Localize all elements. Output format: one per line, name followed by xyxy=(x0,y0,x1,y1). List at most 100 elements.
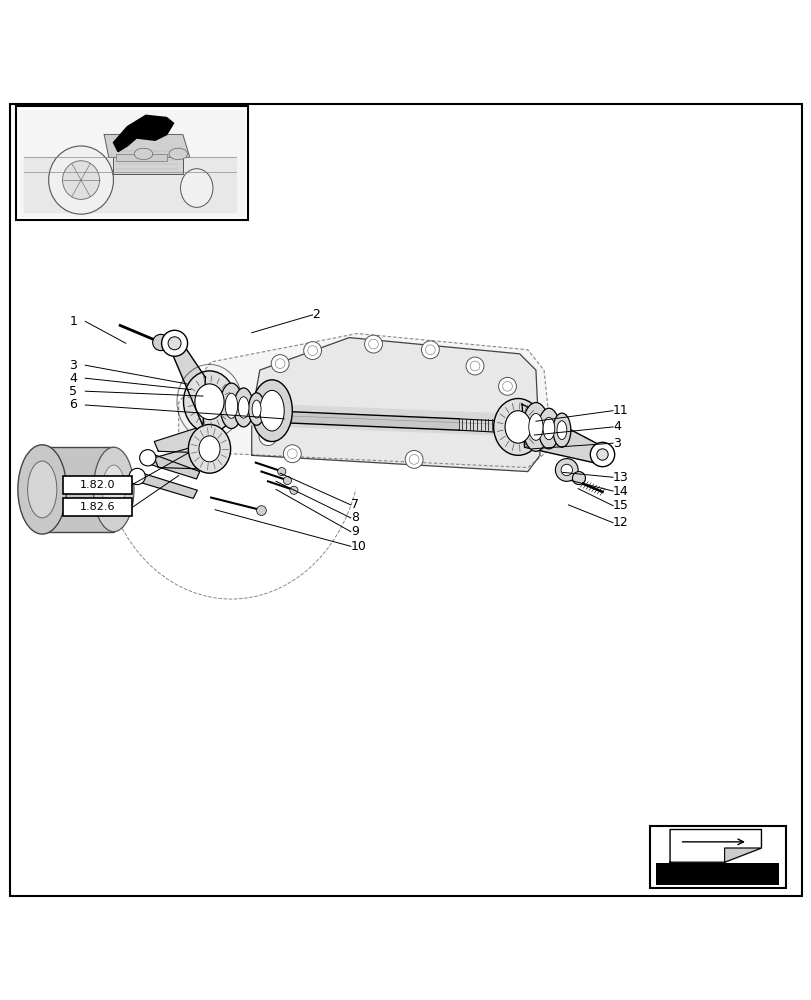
Ellipse shape xyxy=(225,393,238,418)
Ellipse shape xyxy=(303,342,321,360)
Ellipse shape xyxy=(260,390,284,431)
Ellipse shape xyxy=(364,335,382,353)
Ellipse shape xyxy=(290,486,298,494)
Polygon shape xyxy=(114,115,174,152)
Text: 4: 4 xyxy=(69,372,77,385)
Polygon shape xyxy=(669,830,761,862)
Ellipse shape xyxy=(188,424,230,473)
Ellipse shape xyxy=(251,400,261,418)
Ellipse shape xyxy=(283,445,301,463)
Ellipse shape xyxy=(514,402,532,420)
Ellipse shape xyxy=(275,359,285,368)
Ellipse shape xyxy=(248,393,264,425)
Ellipse shape xyxy=(504,411,530,443)
Bar xyxy=(63,498,132,516)
Polygon shape xyxy=(247,410,458,430)
Ellipse shape xyxy=(555,459,577,481)
Ellipse shape xyxy=(493,399,542,455)
Polygon shape xyxy=(521,404,607,464)
Bar xyxy=(63,476,132,494)
Ellipse shape xyxy=(528,414,543,440)
Text: 7: 7 xyxy=(350,498,358,511)
Ellipse shape xyxy=(502,381,512,391)
Text: 4: 4 xyxy=(612,420,620,433)
Text: 3: 3 xyxy=(69,359,77,372)
Ellipse shape xyxy=(277,468,285,476)
Ellipse shape xyxy=(425,345,435,355)
Ellipse shape xyxy=(161,330,187,356)
Bar xyxy=(114,135,182,174)
Ellipse shape xyxy=(552,413,570,447)
Ellipse shape xyxy=(234,388,253,427)
Polygon shape xyxy=(178,334,551,468)
Ellipse shape xyxy=(522,403,548,451)
Ellipse shape xyxy=(62,161,100,199)
Polygon shape xyxy=(251,338,539,472)
Text: 5: 5 xyxy=(69,385,77,398)
Ellipse shape xyxy=(572,472,585,485)
Ellipse shape xyxy=(409,455,418,464)
Ellipse shape xyxy=(134,148,152,160)
Bar xyxy=(649,826,785,888)
Bar xyxy=(16,106,247,220)
Polygon shape xyxy=(154,446,212,469)
Ellipse shape xyxy=(259,428,277,446)
Ellipse shape xyxy=(405,450,423,468)
Ellipse shape xyxy=(521,437,530,446)
Polygon shape xyxy=(154,429,212,453)
Ellipse shape xyxy=(93,447,134,532)
Ellipse shape xyxy=(287,449,297,459)
Ellipse shape xyxy=(256,506,266,515)
Bar xyxy=(655,863,779,885)
Ellipse shape xyxy=(556,421,566,440)
Ellipse shape xyxy=(168,337,181,350)
Polygon shape xyxy=(20,110,243,216)
Ellipse shape xyxy=(28,461,57,518)
Polygon shape xyxy=(198,402,524,436)
Ellipse shape xyxy=(129,468,145,485)
Ellipse shape xyxy=(18,445,67,534)
Ellipse shape xyxy=(538,408,559,449)
Ellipse shape xyxy=(199,436,220,462)
Ellipse shape xyxy=(139,450,156,466)
Ellipse shape xyxy=(251,380,292,442)
Ellipse shape xyxy=(238,397,249,418)
Ellipse shape xyxy=(180,169,212,207)
Polygon shape xyxy=(104,135,190,157)
Polygon shape xyxy=(134,472,197,498)
Ellipse shape xyxy=(195,384,224,420)
Text: 10: 10 xyxy=(350,540,367,553)
Text: 6: 6 xyxy=(69,398,77,411)
Text: 1.82.0: 1.82.0 xyxy=(80,480,115,490)
Ellipse shape xyxy=(220,383,242,429)
Ellipse shape xyxy=(518,406,528,416)
Bar xyxy=(41,447,114,532)
Text: 13: 13 xyxy=(612,471,628,484)
Ellipse shape xyxy=(466,357,483,375)
Text: 11: 11 xyxy=(612,404,628,417)
Polygon shape xyxy=(723,848,761,862)
Text: 9: 9 xyxy=(350,525,358,538)
Bar xyxy=(116,154,166,161)
Ellipse shape xyxy=(560,464,572,476)
Text: 3: 3 xyxy=(612,437,620,450)
Ellipse shape xyxy=(470,361,479,371)
Text: 8: 8 xyxy=(350,511,358,524)
Text: 12: 12 xyxy=(612,516,628,529)
Ellipse shape xyxy=(498,377,516,395)
Polygon shape xyxy=(169,338,205,426)
Ellipse shape xyxy=(421,341,439,359)
Ellipse shape xyxy=(307,346,317,355)
Ellipse shape xyxy=(543,417,554,440)
Ellipse shape xyxy=(590,442,614,467)
Ellipse shape xyxy=(102,465,125,514)
Ellipse shape xyxy=(152,334,169,351)
Text: 15: 15 xyxy=(612,499,629,512)
Polygon shape xyxy=(24,157,236,212)
Ellipse shape xyxy=(596,449,607,460)
Ellipse shape xyxy=(183,371,235,433)
Text: 1.82.6: 1.82.6 xyxy=(80,502,115,512)
Ellipse shape xyxy=(368,339,378,349)
Ellipse shape xyxy=(169,148,187,160)
Text: 2: 2 xyxy=(312,308,320,321)
